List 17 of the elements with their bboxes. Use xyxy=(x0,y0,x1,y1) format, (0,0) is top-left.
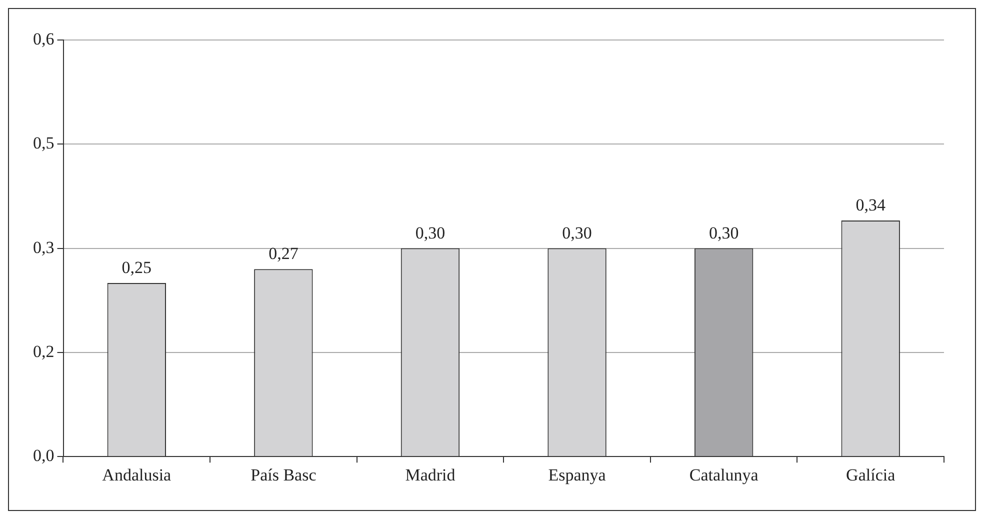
y-tick-label: 0,0 xyxy=(33,446,54,466)
data-label: 0,25 xyxy=(122,258,152,277)
x-tick-label: Catalunya xyxy=(689,465,759,484)
x-tick-label: Galícia xyxy=(846,465,896,484)
data-label: 0,30 xyxy=(708,223,739,242)
x-tick-label: Andalusia xyxy=(102,465,172,484)
data-label: 0,34 xyxy=(856,195,886,214)
data-label: 0,27 xyxy=(268,244,299,264)
x-tick-label: Madrid xyxy=(405,465,456,484)
x-tick-label: Espanya xyxy=(548,465,606,484)
y-tick-label: 0,2 xyxy=(33,342,54,361)
data-label: 0,30 xyxy=(415,223,446,242)
y-tick-label: 0,5 xyxy=(33,134,54,153)
y-tick-label: 0,3 xyxy=(33,238,54,257)
y-tick-label: 0,6 xyxy=(33,29,54,48)
x-tick-label: País Basc xyxy=(250,465,317,484)
data-label: 0,30 xyxy=(562,223,592,242)
